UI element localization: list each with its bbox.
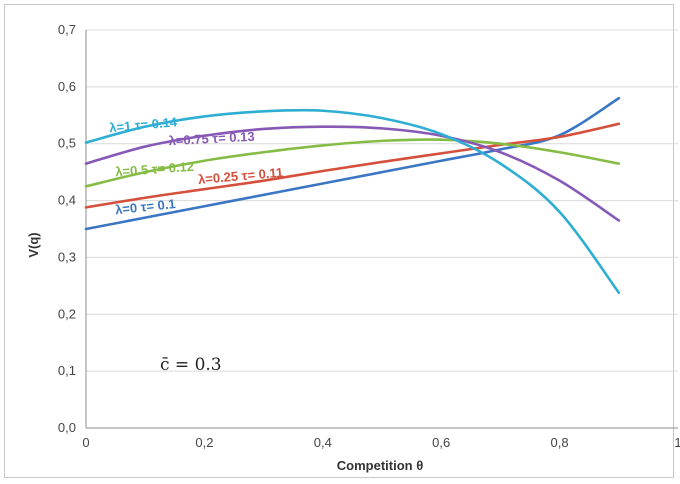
grid-lines [86, 29, 678, 372]
x-tick-label: 1 [674, 435, 680, 450]
series-label: λ=0 τ= 0.1 [114, 196, 176, 217]
y-tick-labels: 0,0 0,1 0,2 0,3 0,4 0,5 0,6 0,7 [58, 22, 76, 435]
y-tick-label: 0,5 [58, 136, 76, 151]
x-tick-label: 0 [82, 435, 89, 450]
y-tick-label: 0,4 [58, 193, 76, 208]
series-line [84, 108, 621, 294]
series-line [84, 138, 621, 188]
series-lines [84, 96, 621, 294]
y-tick-label: 0,3 [58, 249, 76, 264]
y-tick-label: 0,2 [58, 306, 76, 321]
series-label: λ=0.25 τ= 0.11 [197, 165, 283, 187]
series-labels: λ=0 τ= 0.1 λ=0.25 τ= 0.11λ=0.5 τ= 0.12 λ=0… [109, 114, 284, 217]
series-label: λ=1 τ= 0.14 [109, 114, 179, 135]
series-label: λ=0.75 τ= 0.13 [168, 129, 255, 148]
series-line [84, 96, 621, 231]
x-tick-label: 0,2 [195, 435, 213, 450]
y-tick-label: 0,1 [58, 363, 76, 378]
x-tick-label: 0,4 [314, 435, 332, 450]
y-tick-label: 0,0 [58, 420, 76, 435]
y-tick-label: 0,7 [58, 22, 76, 37]
series-label: λ=0.5 τ= 0.12 [115, 159, 195, 179]
x-tick-label: 0,8 [551, 435, 569, 450]
series-line [84, 125, 621, 222]
chart-frame [4, 4, 674, 478]
y-tick-label: 0,6 [58, 79, 76, 94]
x-axis-title: Competition θ [337, 458, 423, 473]
x-tick-labels: 0 0,2 0,4 0,6 0,8 1 [82, 435, 680, 450]
y-axis-title: V(q) [26, 232, 41, 257]
annotation-c-bar: c̄ = 0.3 [160, 355, 222, 375]
x-tick-label: 0,6 [432, 435, 450, 450]
series-line [84, 122, 621, 209]
